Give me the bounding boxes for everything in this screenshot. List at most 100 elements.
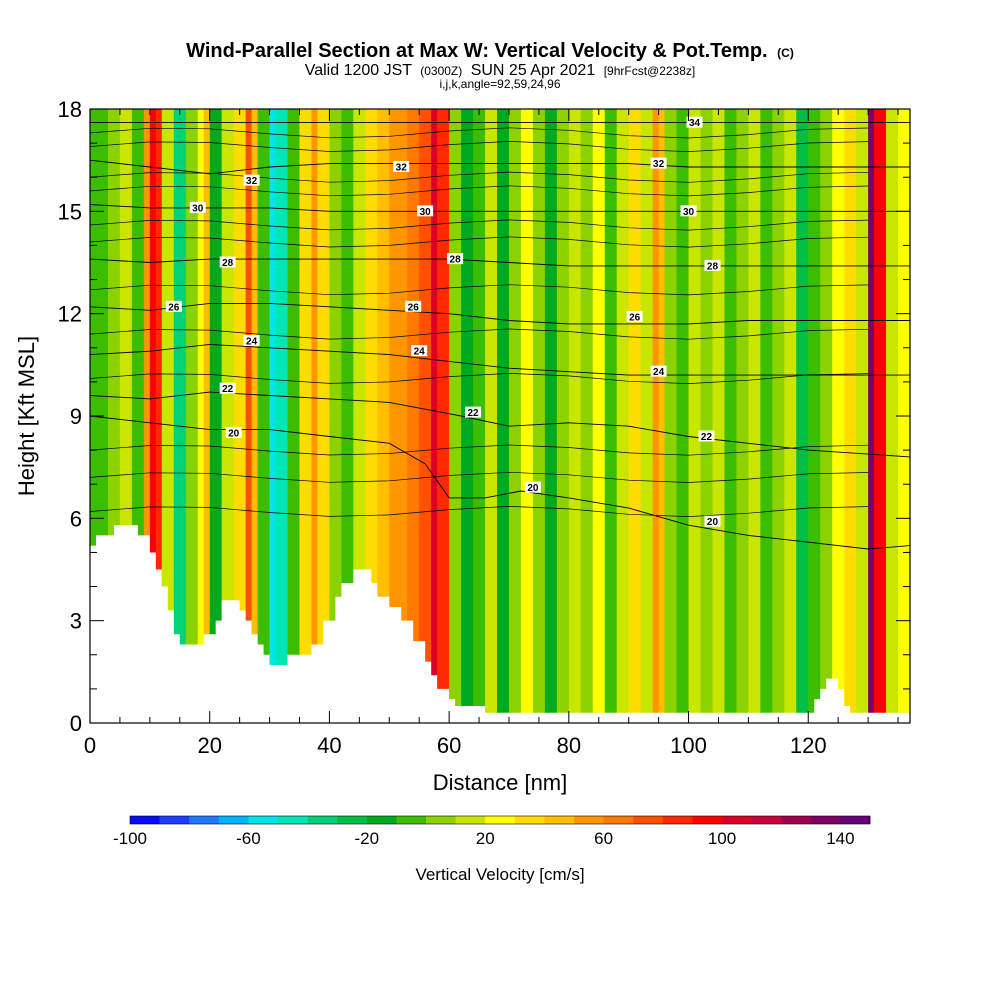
chart-subtitle-indices: i,j,k,angle=92,59,24,96 (439, 77, 560, 91)
colorbar-swatch (189, 816, 220, 824)
colorbar-tick-label: -20 (355, 829, 380, 848)
theta-contour-line-minor (90, 444, 869, 456)
y-tick-label: 9 (70, 404, 82, 429)
theta-label: 20 (527, 483, 539, 494)
theta-label-box (219, 382, 236, 394)
w-column (155, 109, 163, 723)
colorbar-swatch (159, 816, 190, 824)
theta-label: 32 (246, 176, 258, 187)
theta-label-box (686, 116, 703, 128)
theta-contour-line (90, 159, 910, 175)
w-column (604, 109, 618, 723)
theta-contour-line-minor (90, 506, 869, 517)
theta-label: 30 (683, 207, 695, 218)
theta-contour-line-minor (90, 328, 869, 340)
w-column (329, 109, 342, 723)
w-column (592, 109, 606, 723)
y-tick-label: 12 (58, 302, 82, 327)
w-column (287, 109, 300, 723)
w-column (419, 109, 432, 723)
w-column (508, 109, 522, 723)
w-column (628, 109, 642, 723)
subtitle-forecast: [9hrFcst@2238z] (604, 64, 696, 78)
w-column (431, 109, 438, 723)
colorbar-swatch (603, 816, 634, 824)
theta-label-box (411, 345, 428, 357)
w-column (736, 109, 749, 723)
subtitle-valid-time: Valid 1200 JST (305, 62, 413, 79)
theta-contour-line-minor (90, 471, 869, 483)
theta-label: 24 (414, 347, 426, 358)
theta-label: 26 (629, 313, 641, 324)
w-column (616, 109, 630, 723)
w-column (149, 109, 157, 723)
chart-title-main: Wind-Parallel Section at Max W: Vertical… (186, 40, 767, 62)
w-column (700, 109, 713, 723)
y-tick-label: 0 (70, 711, 82, 736)
w-column (688, 109, 702, 723)
w-column (317, 109, 330, 723)
w-column (209, 109, 223, 723)
theta-label-box (704, 515, 721, 527)
y-tick-label: 6 (70, 506, 82, 531)
w-column (544, 109, 558, 723)
colorbar-swatch (633, 816, 664, 824)
w-column (173, 109, 187, 723)
y-tick-label: 18 (58, 97, 82, 122)
colorbar-label: Vertical Velocity [cm/s] (415, 865, 584, 884)
theta-label-box (698, 430, 715, 442)
theta-label: 28 (450, 255, 462, 266)
theta-label: 26 (168, 302, 180, 313)
w-column (772, 109, 785, 723)
theta-label: 20 (707, 517, 719, 528)
w-column (143, 109, 151, 723)
colorbar-swatch (426, 816, 456, 824)
colorbar-swatch (514, 816, 545, 824)
terrain-mask (90, 525, 910, 723)
theta-label: 28 (707, 261, 719, 272)
w-column (556, 109, 570, 723)
w-column (407, 109, 420, 723)
theta-label-box (225, 427, 242, 439)
theta-contour-line-minor (90, 219, 869, 231)
theta-label-box (447, 253, 464, 265)
theta-label: 24 (653, 367, 665, 378)
w-column (886, 109, 899, 723)
w-column (251, 109, 259, 723)
theta-label-box (650, 365, 667, 377)
w-column (203, 109, 211, 723)
w-column (640, 109, 654, 723)
w-column (820, 109, 833, 723)
w-column (868, 109, 875, 723)
w-column (658, 109, 666, 723)
w-column (808, 109, 821, 723)
colorbar-tick-label: 140 (826, 829, 854, 848)
theta-contour-line-minor (90, 236, 869, 248)
w-column (311, 109, 318, 723)
theta-label-box (680, 205, 697, 217)
colorbar-swatch (278, 816, 308, 824)
w-column (520, 109, 534, 723)
w-column (712, 109, 725, 723)
w-column (724, 109, 737, 723)
colorbar-swatch (248, 816, 279, 824)
axis-ticks: 0 20 40 60 80 100 120 0 3 6 9 12 15 18 (58, 97, 910, 758)
colorbar-swatch (307, 816, 338, 824)
theta-label: 22 (701, 432, 713, 443)
y-tick-label: 15 (58, 199, 82, 224)
colorbar-swatch (485, 816, 516, 824)
theta-label: 30 (420, 207, 432, 218)
y-axis-label: Height [Kft MSL] (14, 336, 39, 496)
x-tick-label: 80 (557, 733, 581, 758)
theta-label-box (189, 201, 206, 213)
y-tick-label: 3 (70, 609, 82, 634)
w-column (676, 109, 690, 723)
x-tick-label: 120 (790, 733, 827, 758)
w-column (760, 109, 773, 723)
colorbar-swatch (366, 816, 397, 824)
colorbar-swatch (810, 816, 841, 824)
w-column (389, 109, 408, 723)
w-column (299, 109, 312, 723)
w-column (497, 109, 510, 723)
